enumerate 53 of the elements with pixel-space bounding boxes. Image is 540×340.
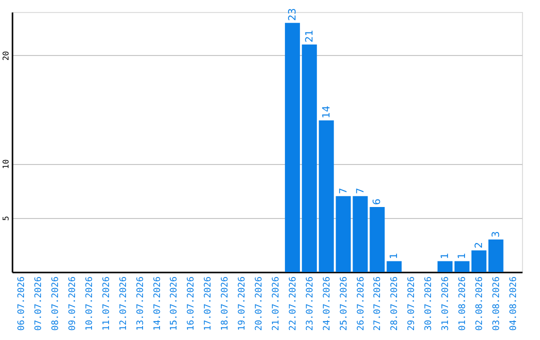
x-tick-label: 04.08.2026 bbox=[508, 276, 519, 331]
data-label: 1 bbox=[389, 252, 400, 260]
y-tick-label: 5 bbox=[2, 216, 10, 221]
x-tick-label: 28.07.2026 bbox=[390, 276, 400, 331]
x-tick-label: 22.07.2026 bbox=[288, 276, 298, 331]
x-tick-label: 16.07.2026 bbox=[186, 276, 197, 331]
data-label: 7 bbox=[355, 188, 366, 194]
bar bbox=[488, 240, 504, 272]
x-tick-label: 29.07.2026 bbox=[407, 276, 418, 331]
bar bbox=[454, 261, 470, 272]
bar bbox=[471, 250, 486, 272]
data-label: 21 bbox=[304, 30, 316, 42]
data-label: 3 bbox=[490, 231, 502, 238]
x-tick-label: 26.07.2026 bbox=[356, 276, 366, 331]
data-label: 6 bbox=[372, 198, 384, 205]
bar bbox=[336, 196, 351, 272]
x-tick-label: 25.07.2026 bbox=[339, 276, 350, 331]
bar bbox=[302, 44, 317, 272]
x-tick-label: 03.08.2026 bbox=[492, 276, 502, 331]
y-tick-label: 10 bbox=[2, 159, 10, 169]
x-tick-label: 10.07.2026 bbox=[84, 276, 95, 331]
x-tick-label: 19.07.2026 bbox=[238, 276, 248, 331]
x-tick-label: 30.07.2026 bbox=[424, 276, 434, 331]
bar bbox=[438, 261, 453, 272]
x-tick-label: 17.07.2026 bbox=[204, 276, 214, 331]
y-tick-label: 20 bbox=[2, 50, 10, 61]
x-tick-label: 09.07.2026 bbox=[68, 276, 78, 331]
x-tick-label: 21.07.2026 bbox=[271, 276, 282, 331]
data-label: 1 bbox=[440, 252, 452, 260]
x-tick-label: 07.07.2026 bbox=[34, 276, 44, 331]
x-tick-label: 06.07.2026 bbox=[17, 276, 28, 331]
bar bbox=[284, 22, 300, 272]
data-label: 7 bbox=[338, 188, 350, 194]
x-tick-label: 20.07.2026 bbox=[254, 276, 265, 331]
bar bbox=[386, 261, 402, 272]
x-tick-label: 11.07.2026 bbox=[102, 276, 112, 331]
data-label: 14 bbox=[321, 106, 332, 118]
x-tick-label: 27.07.2026 bbox=[373, 276, 384, 331]
data-label: 1 bbox=[456, 252, 468, 260]
data-label: 2 bbox=[474, 242, 485, 248]
x-tick-label: 13.07.2026 bbox=[136, 276, 146, 331]
x-tick-label: 12.07.2026 bbox=[118, 276, 129, 331]
x-tick-label: 31.07.2026 bbox=[441, 276, 452, 331]
x-tick-label: 14.07.2026 bbox=[152, 276, 163, 331]
bar bbox=[318, 120, 334, 272]
x-tick-label: 01.08.2026 bbox=[458, 276, 468, 331]
x-tick-label: 02.08.2026 bbox=[474, 276, 485, 331]
x-tick-label: 08.07.2026 bbox=[51, 276, 62, 331]
x-tick-label: 23.07.2026 bbox=[305, 276, 316, 331]
x-tick-label: 15.07.2026 bbox=[170, 276, 180, 331]
data-label: 23 bbox=[287, 8, 298, 21]
x-tick-label: 18.07.2026 bbox=[220, 276, 231, 331]
x-tick-label: 24.07.2026 bbox=[322, 276, 332, 331]
